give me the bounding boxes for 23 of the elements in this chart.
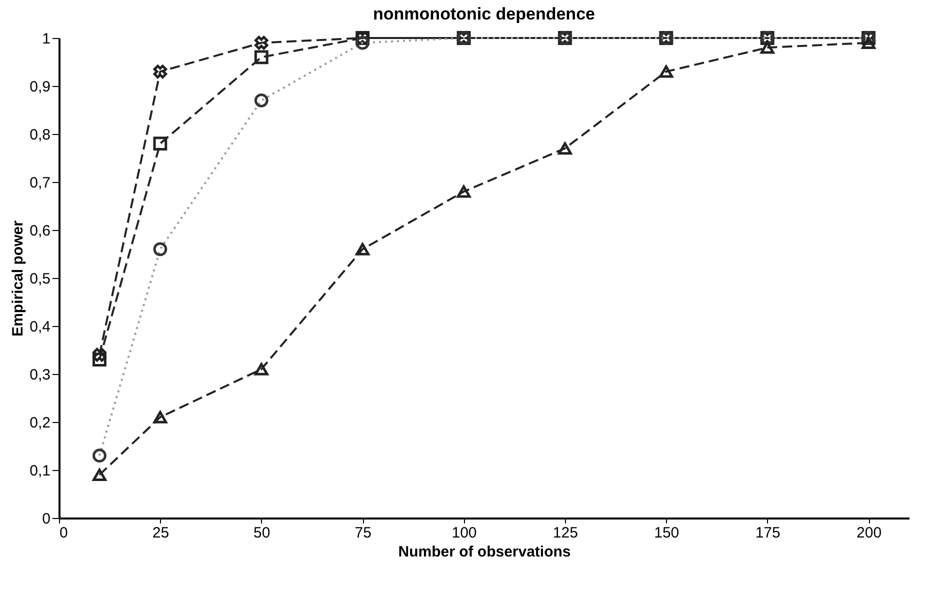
y-tick-label: 1 [42, 30, 50, 48]
y-tick-label: 0,9 [30, 78, 50, 96]
y-tick-label: 0,5 [30, 270, 50, 288]
y-tick-label: 0,1 [30, 462, 50, 480]
x-tick-label: 150 [654, 524, 680, 542]
y-tick-label: 0,6 [30, 222, 50, 240]
x-tick-label: 0 [60, 524, 68, 542]
x-tick-label: 125 [552, 524, 578, 542]
y-tick-label: 0,4 [30, 318, 50, 336]
x-tick-label: 175 [755, 524, 780, 542]
y-axis-title: Empirical power [10, 220, 27, 336]
chart-title: nonmonotonic dependence [373, 4, 595, 24]
y-tick-label: 0 [42, 510, 50, 528]
x-tick-label: 50 [254, 524, 270, 542]
x-tick-label: 200 [856, 524, 882, 542]
y-tick-label: 0,8 [30, 126, 50, 144]
y-tick-label: 0,3 [30, 366, 50, 384]
y-tick-label: 0,7 [30, 174, 50, 192]
x-axis-title: Number of observations [398, 544, 571, 560]
y-tick-label: 0,2 [30, 414, 50, 432]
x-tick-label: 25 [152, 524, 170, 542]
x-tick-label: 75 [354, 524, 372, 542]
x-tick-label: 100 [452, 524, 477, 542]
